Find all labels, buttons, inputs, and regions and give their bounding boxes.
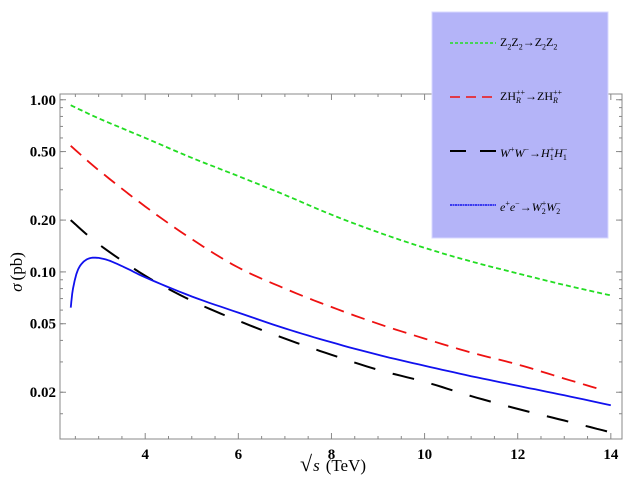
y-tick-label: 0.20 (30, 213, 56, 229)
y-tick-label: 0.10 (30, 265, 56, 281)
legend-entry-label: W+W−→H+ 1H− 1 (500, 145, 568, 162)
series-line-3 (69, 256, 611, 407)
x-tick-label: 4 (141, 447, 149, 463)
legend: Z2Z2→Z2Z2 ZH++R →ZH++R W+W−→H+1H−1 e+e−→W+2W… (431, 11, 609, 239)
legend-label-2: W+W−→H+1H−1 (500, 145, 568, 162)
series-lines (69, 104, 612, 434)
legend-label-1: ZH++R →ZH++R (500, 88, 563, 105)
x-tick-label: 12 (510, 447, 525, 463)
series-line-0 (70, 104, 611, 297)
y-tick-label: 0.05 (30, 317, 56, 333)
legend-entry-label: Z2Z2→Z2Z2 (500, 35, 558, 52)
y-tick-label: 1.00 (30, 93, 56, 109)
legend-entry-label: e+e−→W+ 2W− 2 (500, 199, 561, 216)
legend-label-3: e+e−→W+2W−2 (500, 199, 561, 216)
x-tick-label: 6 (235, 447, 243, 463)
x-tick-label: 14 (603, 447, 619, 463)
x-tick-label: 10 (417, 447, 432, 463)
x-tick-label: 8 (328, 447, 336, 463)
series-line-1 (70, 145, 602, 391)
legend-box (431, 11, 609, 239)
series-line-2 (70, 219, 612, 434)
sqrt-symbol: √ (300, 451, 313, 476)
y-tick-label: 0.50 (30, 145, 56, 161)
x-axis-label: √s (TeV) (300, 451, 366, 476)
legend-entry-label: ZH++ R →ZH++ R (500, 88, 563, 105)
legend-label-0: Z2Z2→Z2Z2 (500, 35, 558, 52)
axes: 4 6 8 10 12 14 1.00 0.50 0.20 0.10 0.05 0.02 (30, 93, 623, 463)
y-axis-label: σ(pb) (7, 252, 26, 292)
plot-frame (59, 93, 623, 440)
y-tick-label: 0.02 (30, 385, 56, 401)
